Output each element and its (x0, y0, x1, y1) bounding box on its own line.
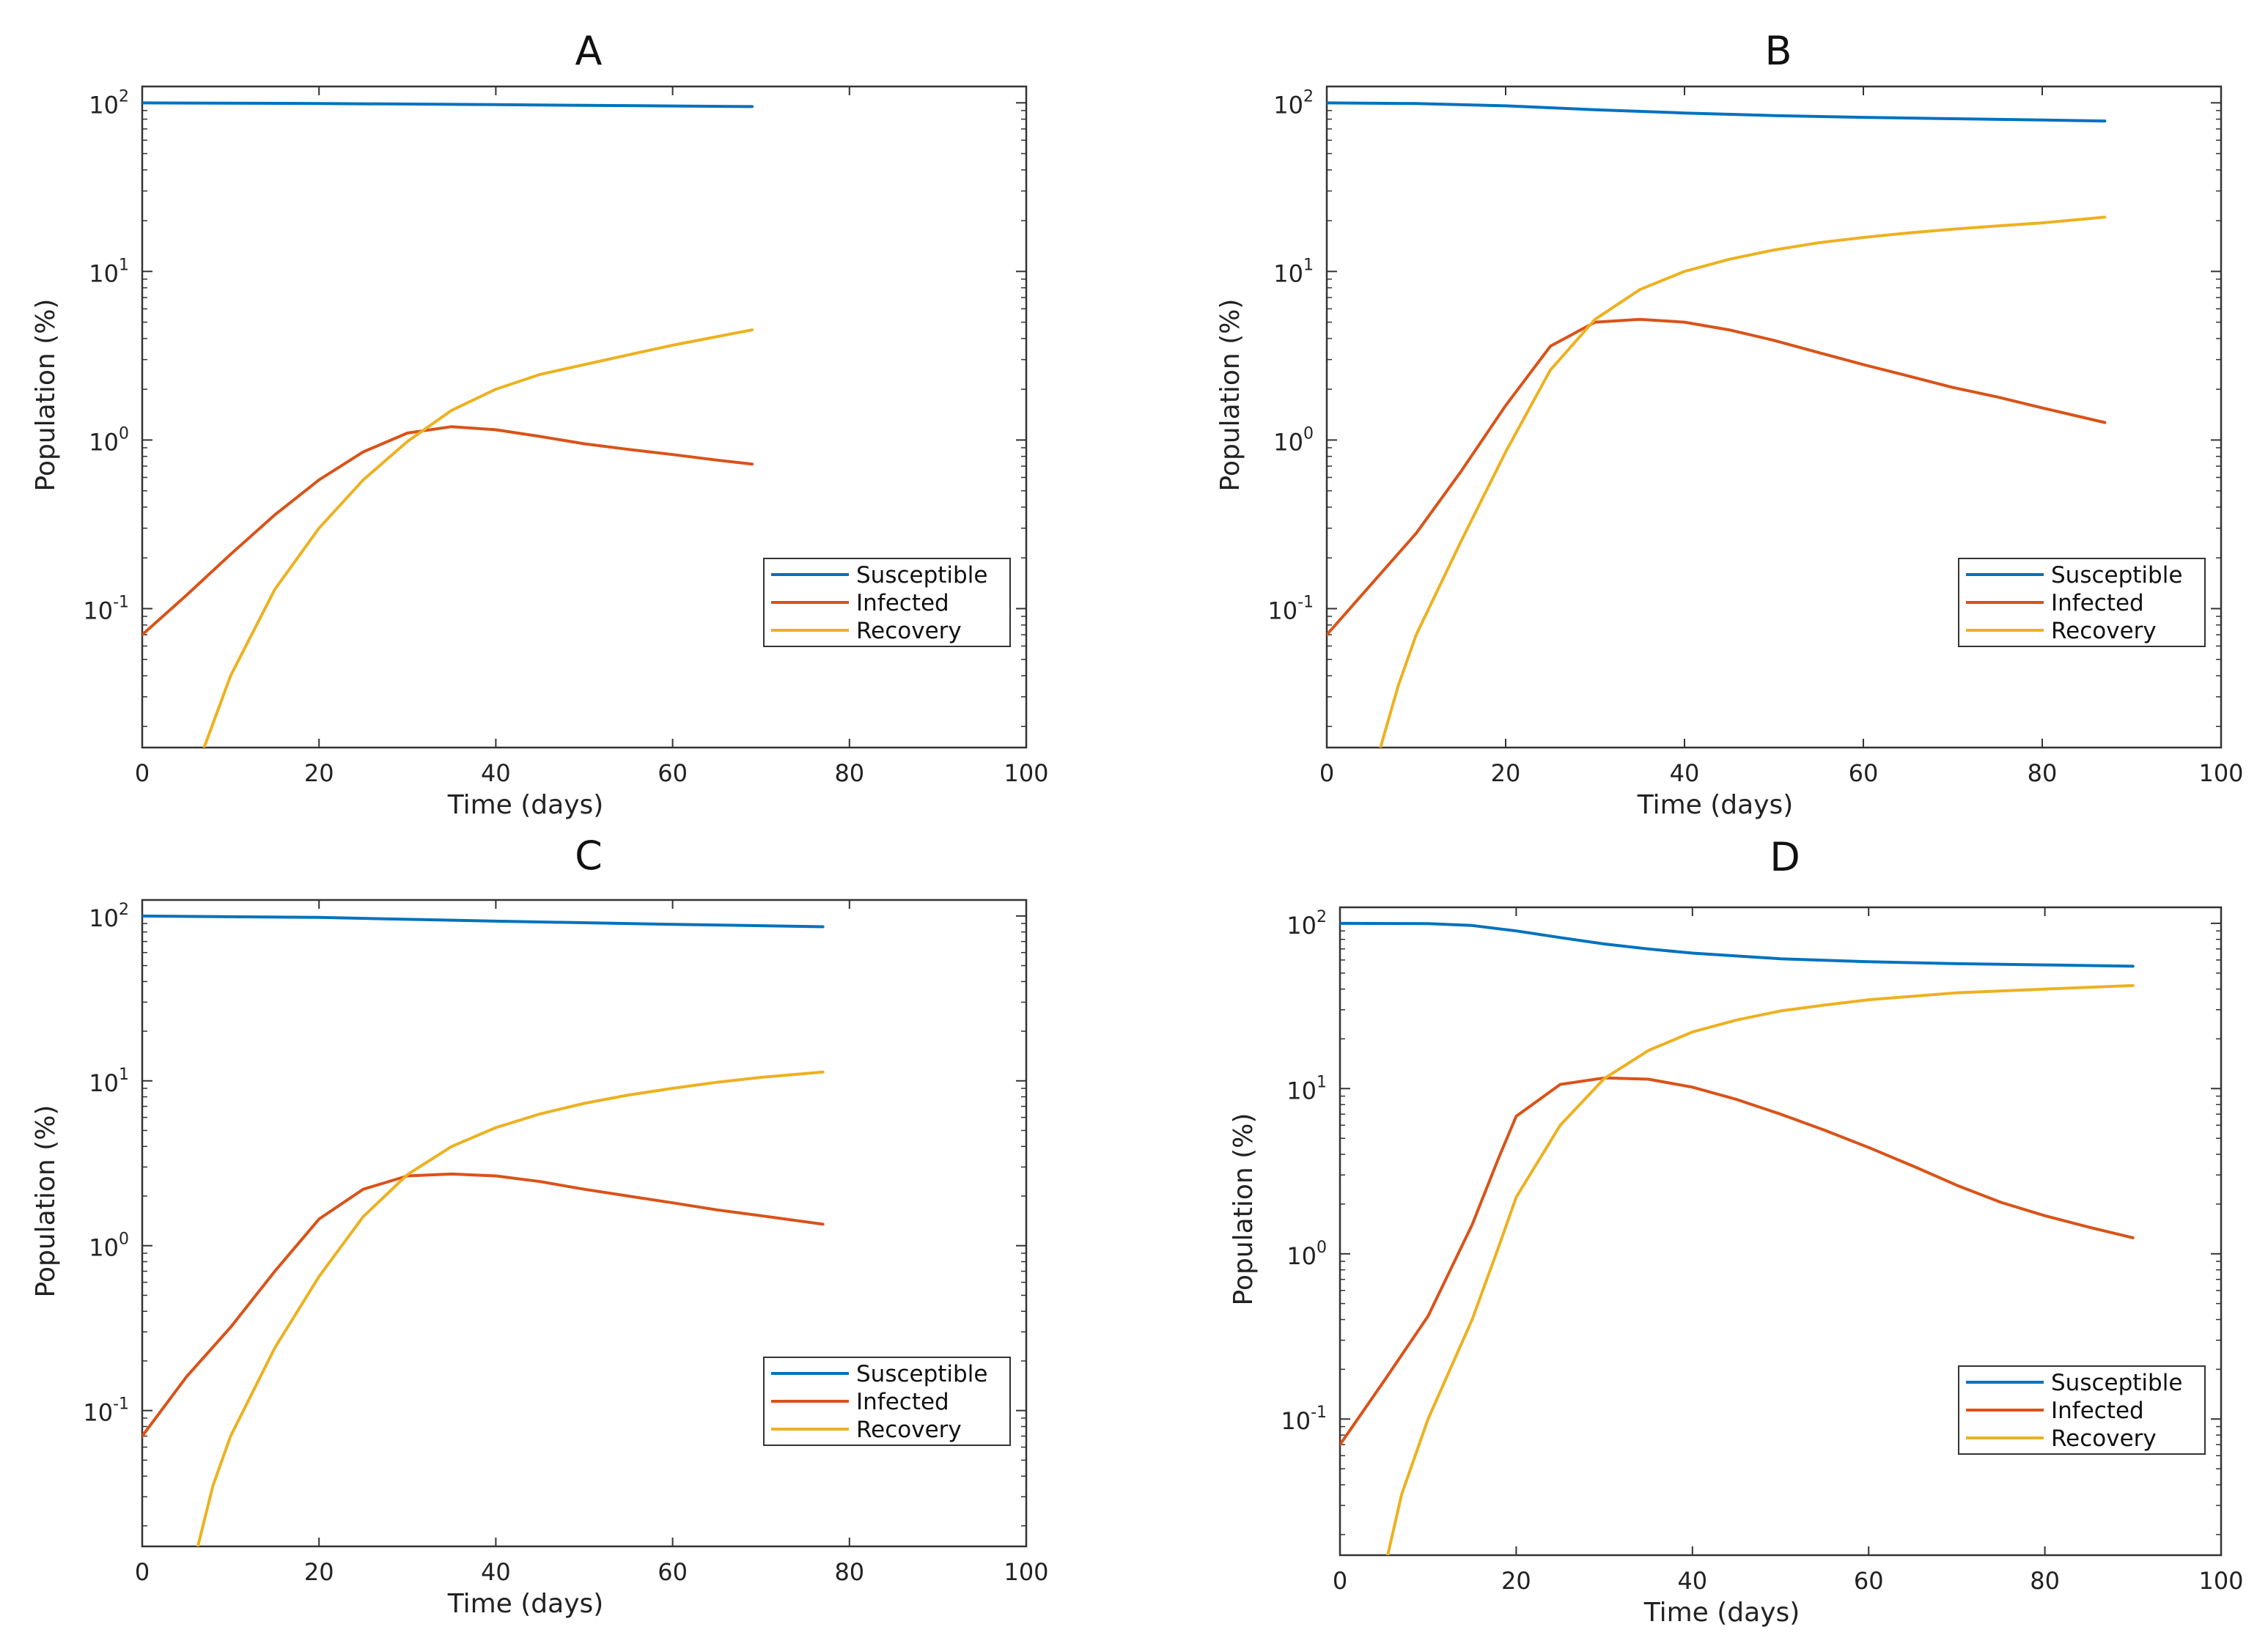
x-tick-label: 80 (834, 1558, 864, 1586)
x-tick-label: 0 (1319, 759, 1334, 787)
y-tick-label: 101 (1286, 1073, 1327, 1104)
series-line-susceptible (1340, 921, 2135, 968)
x-axis-label: Time (days) (1643, 1598, 1800, 1628)
panel-title: C (575, 833, 603, 879)
y-tick-label: 10-1 (83, 593, 129, 624)
legend-entry-susceptible: Susceptible (2051, 1370, 2182, 1396)
x-tick-label: 60 (658, 759, 688, 787)
legend-entry-susceptible: Susceptible (856, 1361, 987, 1387)
panel-title: D (1770, 834, 1800, 880)
x-tick-label: 100 (2198, 1567, 2243, 1595)
series-group (1327, 101, 2107, 748)
plot-area (141, 899, 1028, 1548)
legend-entry-recovery: Recovery (856, 1417, 962, 1443)
x-tick-label: 40 (1670, 759, 1700, 787)
x-tick-label: 0 (135, 1558, 150, 1586)
series-line-recovery (1386, 984, 2135, 1555)
y-axis-label: Population (%) (31, 299, 61, 492)
x-axis-label: Time (days) (447, 790, 604, 820)
series-group (142, 914, 825, 1546)
y-tick-label: 10-1 (83, 1395, 129, 1427)
series-line-susceptible (1327, 101, 2107, 123)
x-tick-label: 100 (1004, 1558, 1048, 1586)
legend-entry-infected: Infected (2051, 1398, 2144, 1424)
x-tick-label: 20 (304, 759, 334, 787)
legend-entry-recovery: Recovery (2051, 618, 2157, 644)
x-tick-label: 100 (2198, 759, 2243, 787)
x-tick-label: 60 (658, 1558, 688, 1586)
legend-entry-infected: Infected (856, 590, 949, 616)
x-tick-label: 40 (481, 759, 511, 787)
y-tick-label: 101 (89, 256, 129, 287)
panel-c: 0 20 40 60 80 100 10-1 100 101 102 C Time (days) Pop… (31, 833, 1049, 1619)
x-tick-label: 80 (834, 759, 864, 787)
y-tick-label: 101 (1273, 256, 1314, 287)
x-tick-label: 60 (1849, 759, 1879, 787)
series-line-infected (1340, 1076, 2135, 1447)
plot-area (141, 85, 1028, 749)
x-tick-label: 40 (481, 1558, 511, 1586)
y-axis-label: Population (%) (31, 1105, 61, 1298)
series-line-recovery (196, 1070, 825, 1546)
y-tick-label: 102 (89, 901, 129, 932)
y-tick-label: 102 (89, 87, 129, 119)
y-tick-label: 100 (1286, 1239, 1327, 1270)
x-tick-label: 20 (1501, 1567, 1531, 1595)
series-group (1340, 921, 2135, 1555)
panel-title: B (1764, 28, 1792, 74)
y-tick-label: 102 (1273, 87, 1314, 119)
y-axis-label: Population (%) (1215, 299, 1245, 492)
x-tick-label: 20 (1491, 759, 1521, 787)
x-tick-label: 100 (1004, 759, 1048, 787)
x-tick-label: 20 (304, 1558, 334, 1586)
x-axis-label: Time (days) (447, 1589, 604, 1619)
legend-entry-susceptible: Susceptible (2051, 562, 2182, 589)
y-tick-label: 100 (1273, 424, 1314, 456)
legend-entry-susceptible: Susceptible (856, 562, 987, 589)
x-tick-label: 0 (1333, 1567, 1347, 1595)
legend-entry-recovery: Recovery (856, 618, 962, 644)
y-tick-label: 10-1 (1267, 593, 1314, 624)
panel-title: A (575, 28, 603, 74)
y-tick-label: 100 (89, 1231, 129, 1262)
x-tick-label: 80 (2030, 1567, 2060, 1595)
series-line-susceptible (142, 914, 825, 929)
series-line-infected (142, 1172, 825, 1438)
x-tick-label: 40 (1677, 1567, 1707, 1595)
y-tick-label: 101 (89, 1066, 129, 1097)
y-tick-label: 102 (1286, 908, 1327, 940)
y-axis-label: Population (%) (1229, 1113, 1259, 1306)
series-group (142, 101, 754, 748)
y-tick-label: 100 (89, 424, 129, 456)
legend-entry-recovery: Recovery (2051, 1425, 2157, 1452)
legend-entry-infected: Infected (856, 1389, 949, 1415)
x-tick-label: 60 (1854, 1567, 1884, 1595)
y-tick-label: 10-1 (1281, 1403, 1327, 1435)
series-line-infected (1327, 317, 2107, 637)
panel-a: 0 20 40 60 80 100 10-1 100 101 102 A Time (days) Pop… (31, 28, 1049, 820)
panel-b: 0 20 40 60 80 100 10-1 100 101 102 B Time (days) Pop… (1215, 28, 2244, 820)
legend-entry-infected: Infected (2051, 590, 2144, 616)
x-tick-label: 80 (2028, 759, 2058, 787)
series-line-susceptible (142, 101, 754, 108)
x-tick-label: 0 (135, 759, 150, 787)
series-line-recovery (202, 328, 754, 748)
series-line-recovery (1379, 215, 2107, 748)
x-axis-label: Time (days) (1637, 790, 1794, 820)
panel-d: 0 20 40 60 80 100 10-1 100 101 102 D Time (days) Pop… (1229, 834, 2244, 1628)
series-line-infected (142, 425, 754, 637)
plot-area (1339, 906, 2223, 1557)
